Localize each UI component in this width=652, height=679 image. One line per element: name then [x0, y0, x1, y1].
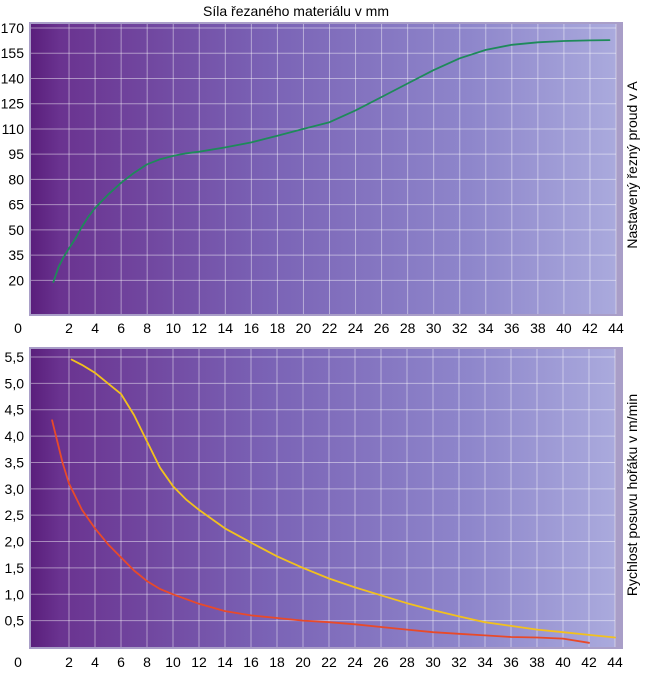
chart1-x-tick-label: 34: [478, 320, 494, 336]
chart1-x-tick-label: 6: [117, 320, 125, 336]
chart2-grid: [31, 349, 616, 647]
chart2-x-tick-label: 16: [243, 654, 259, 670]
chart1-x-tick-label: 24: [348, 320, 364, 336]
chart2-y-tick-label: 5,0: [5, 375, 25, 391]
chart1-y-tick-label: 95: [8, 146, 24, 162]
chart2-plot-area: [31, 349, 615, 647]
chart1-x-tick-label: 40: [556, 320, 572, 336]
chart2-x-tick-label: 10: [165, 654, 181, 670]
chart1-x-tick-label: 16: [244, 320, 260, 336]
chart1-x-tick-label: 10: [165, 320, 181, 336]
chart1-y-tick-label: 110: [2, 121, 25, 137]
chart2-x-tick-label: 2: [65, 654, 73, 670]
chart1-y-axis-label: Nastavený řezný proud v A: [624, 81, 640, 249]
chart2-x-tick-label: 14: [217, 654, 233, 670]
chart1-x-tick-label: 28: [400, 320, 416, 336]
chart2-y-tick-label: 4,0: [5, 428, 25, 444]
chart2-y-tick-label: 1,0: [5, 586, 25, 602]
chart1-x-tick-label: 36: [504, 320, 520, 336]
chart1-x-tick-label: 38: [530, 320, 546, 336]
chart1-plot-area: [31, 24, 616, 314]
chart1-grid: [31, 24, 617, 314]
chart2-y-tick-label: 3,5: [5, 454, 25, 470]
chart1-y-tick-label: 170: [1, 20, 25, 36]
chart1-y-tick-label: 125: [1, 96, 25, 112]
chart1-y-axis: 20 35 50 65 80 95 110 125 140 155 170: [1, 20, 25, 288]
chart2-y-axis-label: Rychlost posuvu hořáku v m/min: [624, 394, 640, 596]
chart1-x-tick-label: 18: [270, 320, 286, 336]
chart1-y-tick-label: 65: [8, 197, 24, 213]
chart2-x-tick-label: 36: [503, 654, 519, 670]
chart2-x-tick-label: 12: [191, 654, 207, 670]
chart2-y-tick-label: 5,5: [5, 349, 25, 365]
chart1-x-tick-label: 2: [65, 320, 73, 336]
chart2-x-tick-label: 40: [555, 654, 571, 670]
chart1-x-tick-label: 42: [582, 320, 598, 336]
chart1-x-tick-label: 20: [296, 320, 312, 336]
chart2-lines: [51, 358, 616, 644]
chart1-y-tick-label: 20: [8, 272, 24, 288]
chart1-x-axis: 0 2 4 6 8 10 12 14 16 18 20 22 24 26 28 30 32 34 36 38 40 42 4…: [14, 320, 624, 336]
chart2-y-tick-label: 2,5: [5, 507, 25, 523]
chart2-x-tick-label: 32: [451, 654, 467, 670]
chart1-y-tick-label: 35: [8, 247, 24, 263]
chart1-x-tick-label: 12: [191, 320, 207, 336]
chart2-series-1-line: [51, 419, 590, 644]
chart2-x-tick-label: 44: [607, 654, 623, 670]
chart2-x-tick-label: 30: [425, 654, 441, 670]
chart1-y-tick-label: 155: [1, 45, 25, 61]
chart2-x-tick-label: 18: [269, 654, 285, 670]
chart1-x-tick-label: 44: [608, 320, 624, 336]
chart2-y-tick-label: 2,0: [5, 534, 25, 550]
chart2-x-tick-label: 20: [295, 654, 311, 670]
chart1-x-tick-label: 32: [452, 320, 468, 336]
chart1-series-1-line: [52, 39, 611, 283]
chart2-x-tick-label: 22: [321, 654, 337, 670]
chart1-x-tick-label: 14: [218, 320, 234, 336]
chart2-y-tick-label: 1,5: [5, 560, 25, 576]
chart1-lines: [52, 39, 611, 283]
chart1-title: Síla řezaného materiálu v mm: [203, 3, 389, 19]
chart2-y-tick-label: 3,0: [5, 481, 25, 497]
chart2-x-tick-label: 6: [117, 654, 125, 670]
chart1-y-tick-label: 80: [8, 171, 24, 187]
chart1-x-tick-label: 4: [91, 320, 99, 336]
chart2-y-axis: 0,5 1,0 1,5 2,0 2,5 3,0 3,5 4,0 4,5 5,0 5,5: [5, 349, 25, 629]
chart2-series-2-line: [70, 358, 616, 639]
chart1-x-tick-label: 22: [322, 320, 338, 336]
chart2-x-tick-label: 28: [399, 654, 415, 670]
chart1-x-tick-label: 8: [143, 320, 151, 336]
chart1-y-tick-label: 140: [1, 70, 25, 86]
chart2-x-tick-label: 26: [373, 654, 389, 670]
chart2-x-tick-label: 4: [91, 654, 99, 670]
chart2-x-tick-label: 24: [347, 654, 363, 670]
chart1-x-tick-label: 30: [426, 320, 442, 336]
chart2-y-tick-label: 4,5: [5, 402, 25, 418]
chart2-x-tick-label: 38: [529, 654, 545, 670]
chart1-y-tick-label: 50: [8, 222, 24, 238]
chart2-x-axis: 0 2 4 6 8 10 12 14 16 18 20 22 24 26 28 30 32 34 36 38 40 42 4…: [14, 654, 623, 670]
chart1-x-tick-label: 0: [14, 320, 22, 336]
chart1-x-tick-label: 26: [374, 320, 390, 336]
chart2-x-tick-label: 0: [14, 654, 22, 670]
chart2-y-tick-label: 0,5: [5, 613, 25, 629]
chart2-x-tick-label: 8: [143, 654, 151, 670]
chart2-x-tick-label: 42: [581, 654, 597, 670]
chart2-x-tick-label: 34: [477, 654, 493, 670]
